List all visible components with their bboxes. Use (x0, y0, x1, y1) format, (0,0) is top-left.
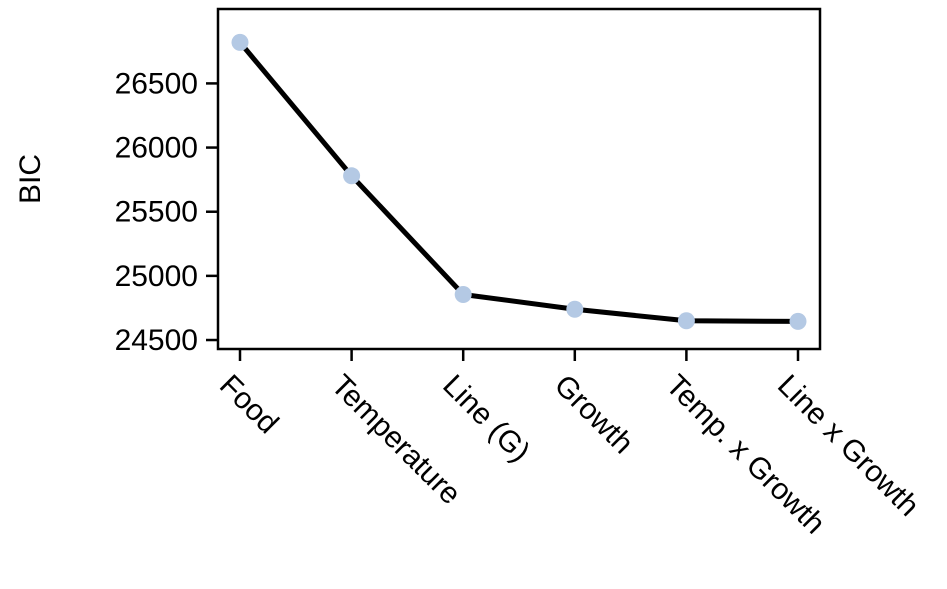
y-tick-label: 25500 (115, 196, 198, 229)
data-point (343, 167, 361, 185)
y-tick-label: 26500 (115, 67, 198, 100)
y-axis: 24500 25000 25500 26000 26500 (115, 67, 218, 357)
x-tick-label: Growth (548, 369, 640, 461)
y-tick-label: 26000 (115, 132, 198, 165)
series-layer (231, 33, 807, 330)
data-point (677, 312, 695, 330)
x-tick-label: Line (G) (436, 369, 536, 469)
data-point (566, 300, 584, 318)
y-tick-label: 24500 (115, 324, 198, 357)
data-point (789, 312, 807, 330)
y-axis-label: BIC (14, 154, 47, 204)
x-tick-label: Food (213, 369, 285, 441)
plot-frame (216, 7, 822, 351)
y-tick-label: 25000 (115, 260, 198, 293)
data-point (454, 285, 472, 303)
data-point (231, 33, 249, 51)
series-line (237, 39, 801, 324)
